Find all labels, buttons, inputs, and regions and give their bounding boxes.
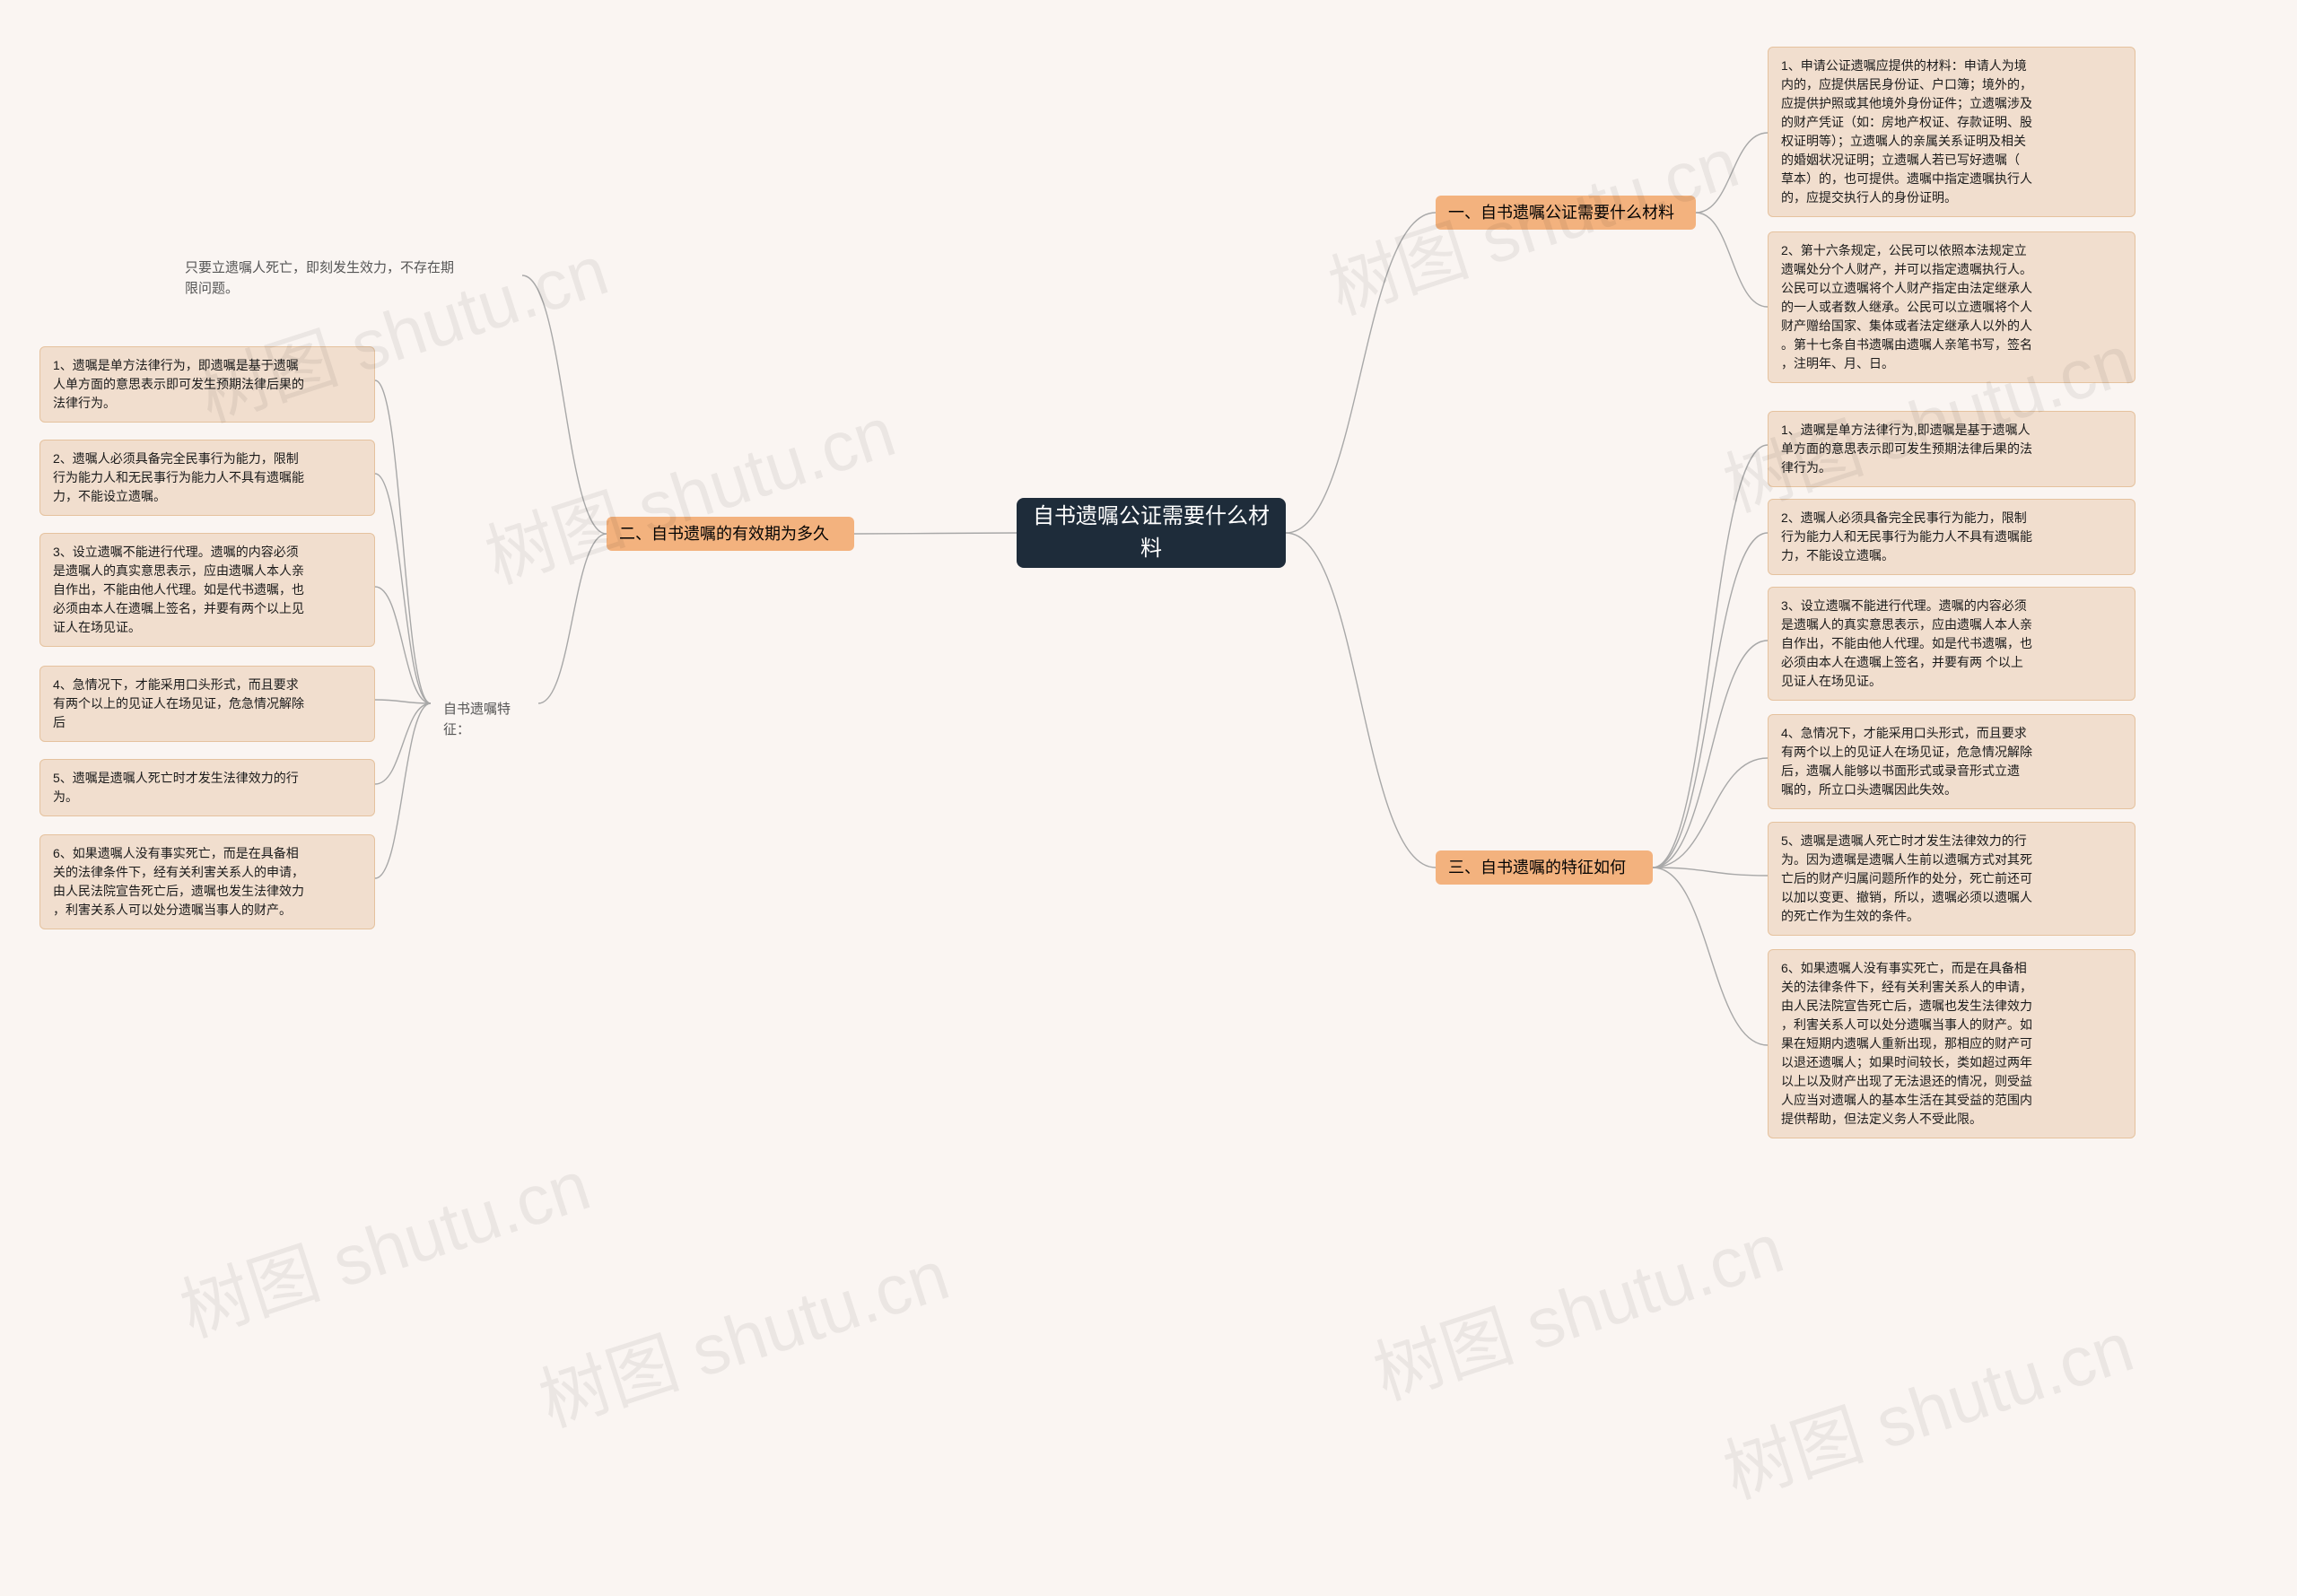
leaf-node-b3l4: 4、急情况下，才能采用口头形式，而且要求 有两个以上的见证人在场见证，危急情况解… (1768, 714, 2135, 809)
leaf-node-b2s2l6: 6、如果遗嘱人没有事实死亡，而是在具备相 关的法律条件下，经有关利害关系人的申请… (39, 834, 375, 929)
leaf-node-b2s2l1: 1、遗嘱是单方法律行为，即遗嘱是基于遗嘱 人单方面的意思表示即可发生预期法律后果… (39, 346, 375, 423)
leaf-node-b2s2l4: 4、急情况下，才能采用口头形式，而且要求 有两个以上的见证人在场见证，危急情况解… (39, 666, 375, 742)
branch-node-b3: 三、自书遗嘱的特征如何 (1436, 850, 1653, 885)
leaf-node-b2s2l3: 3、设立遗嘱不能进行代理。遗嘱的内容必须 是遗嘱人的真实意思表示，应由遗嘱人本人… (39, 533, 375, 647)
leaf-node-b1l2: 2、第十六条规定，公民可以依照本法规定立 遗嘱处分个人财产，并可以指定遗嘱执行人… (1768, 231, 2135, 383)
leaf-node-b1l1: 1、申请公证遗嘱应提供的材料：申请人为境 内的，应提供居民身份证、户口簿；境外的… (1768, 47, 2135, 217)
leaf-node-b2s2l2: 2、遗嘱人必须具备完全民事行为能力，限制 行为能力人和无民事行为能力人不具有遗嘱… (39, 440, 375, 516)
leaf-node-b3l5: 5、遗嘱是遗嘱人死亡时才发生法律效力的行 为。因为遗嘱是遗嘱人生前以遗嘱方式对其… (1768, 822, 2135, 936)
leaf-node-b3l1: 1、遗嘱是单方法律行为,即遗嘱是基于遗嘱人 单方面的意思表示即可发生预期法律后果… (1768, 411, 2135, 487)
branch-node-b1: 一、自书遗嘱公证需要什么材料 (1436, 196, 1696, 230)
leaf-node-b2s2l5: 5、遗嘱是遗嘱人死亡时才发生法律效力的行 为。 (39, 759, 375, 816)
branch-node-b2: 二、自书遗嘱的有效期为多久 (607, 517, 854, 551)
sub-node-b2s2: 自书遗嘱特征： (431, 691, 538, 749)
leaf-node-b3l3: 3、设立遗嘱不能进行代理。遗嘱的内容必须 是遗嘱人的真实意思表示，应由遗嘱人本人… (1768, 587, 2135, 701)
leaf-node-b3l6: 6、如果遗嘱人没有事实死亡，而是在具备相 关的法律条件下，经有关利害关系人的申请… (1768, 949, 2135, 1138)
sub-node-b2s1: 只要立遗嘱人死亡，即刻发生效力，不存在期 限问题。 (172, 249, 522, 308)
center-node: 自书遗嘱公证需要什么材 料 (1017, 498, 1286, 568)
leaf-node-b3l2: 2、遗嘱人必须具备完全民事行为能力，限制 行为能力人和无民事行为能力人不具有遗嘱… (1768, 499, 2135, 575)
